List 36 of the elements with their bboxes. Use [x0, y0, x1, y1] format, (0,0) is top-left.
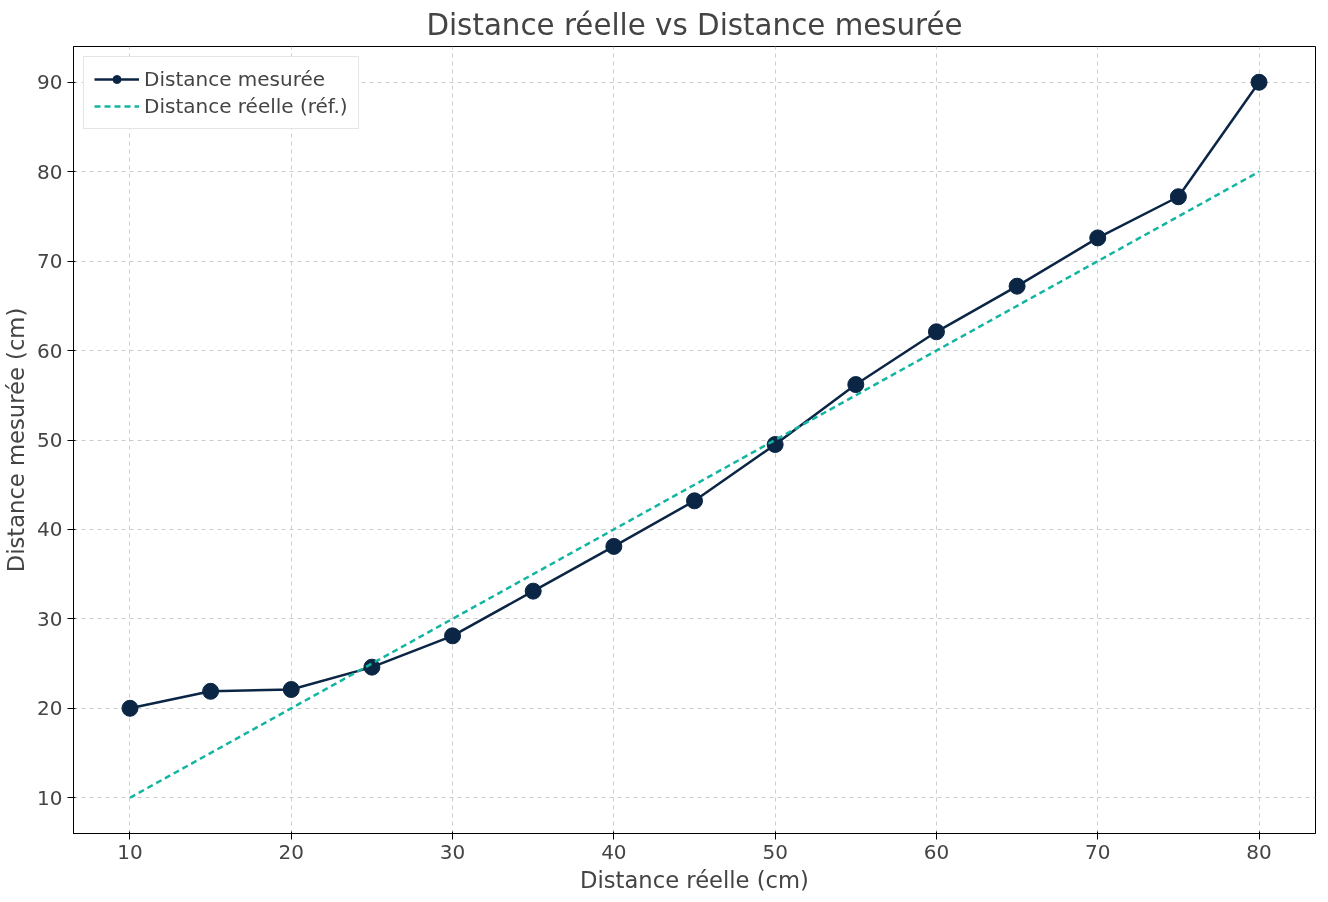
y-tick-label: 40: [37, 517, 63, 542]
y-tick-label: 10: [37, 785, 63, 810]
x-tick-label: 40: [601, 839, 627, 864]
point: [524, 582, 542, 600]
legend-label: Distance mesurée: [144, 67, 326, 91]
x-tick-label: 30: [439, 839, 466, 864]
point: [444, 627, 462, 645]
x-axis-title: Distance réelle (cm): [580, 866, 809, 893]
point: [202, 682, 220, 700]
y-tick-label: 60: [37, 338, 63, 363]
y-tick-label: 20: [37, 696, 63, 721]
point: [847, 376, 865, 394]
y-tick-label: 90: [37, 70, 63, 95]
point: [1250, 73, 1268, 91]
y-tick-label: 50: [37, 428, 63, 452]
point: [1089, 229, 1107, 247]
legend-label: Distance réelle (réf.): [144, 94, 348, 118]
point: [121, 699, 139, 717]
point: [1169, 188, 1187, 206]
point: [927, 323, 945, 341]
x-tick-label: 70: [1085, 839, 1111, 864]
point: [605, 537, 623, 555]
y-tick-label: 80: [37, 159, 63, 184]
x-tick-label: 50: [762, 839, 788, 864]
point: [1008, 277, 1026, 295]
x-tick-label: 80: [1246, 839, 1272, 864]
point: [282, 681, 300, 698]
y-axis-title: Distance mesurée (cm): [3, 307, 30, 573]
y-tick-label: 70: [37, 249, 63, 274]
x-tick-label: 60: [923, 839, 950, 864]
x-tick-label: 10: [117, 839, 143, 864]
point: [686, 492, 703, 510]
y-tick-label: 30: [37, 606, 63, 631]
point: [363, 658, 381, 676]
x-tick-label: 20: [278, 839, 304, 864]
chart-title: Distance réelle vs Distance mesurée: [426, 7, 963, 42]
